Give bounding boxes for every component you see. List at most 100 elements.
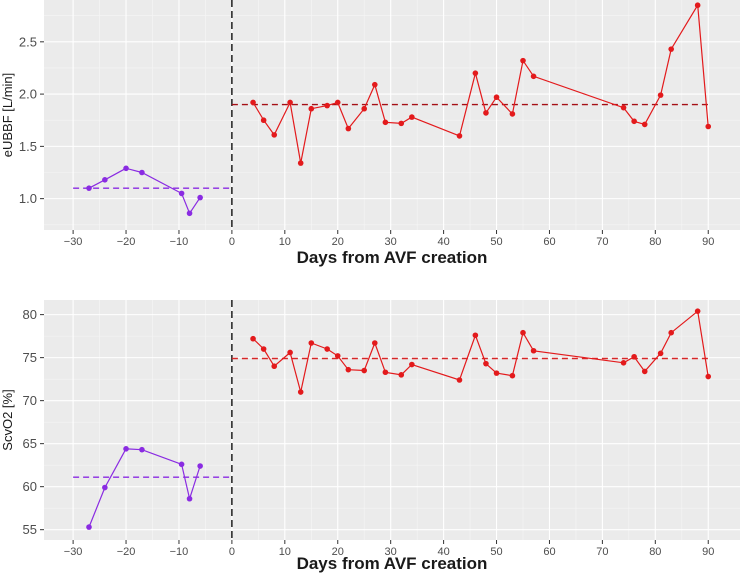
scvo2-post-AVF-point — [398, 372, 405, 378]
scvo2-post-AVF-point — [287, 349, 293, 356]
eubbf-post-AVF-point — [398, 120, 405, 127]
eubbf-gridlines — [44, 0, 740, 230]
scvo2-panel: −30 −20 −10 0 10 20 30 40 50 60 70 80 90 55 60 65 70 75 80… — [0, 300, 740, 573]
eubbf-panel: −30 −20 −10 0 10 20 30 40 50 60 70 80 90 1.0 1.5 2.0 2.5… — [0, 0, 740, 267]
eubbf-post-AVF-point — [297, 160, 304, 166]
scvo2-post-AVF-point — [493, 370, 500, 376]
eubbf-post-AVF-point — [371, 81, 378, 88]
scvo2-pre-AVF-point — [123, 446, 129, 452]
scvo2-post-AVF-series-line — [252, 310, 709, 393]
eubbf-x-tick-label: 10 — [279, 236, 291, 248]
scvo2-x-tick-label: −30 — [64, 546, 83, 558]
eubbf-post-AVF-point — [493, 94, 500, 101]
scvo2-post-AVF-point — [308, 340, 315, 346]
scvo2-x-tick-label: 40 — [437, 546, 449, 558]
scvo2-post-AVF-point — [472, 332, 479, 339]
eubbf-x-tick-label: 30 — [385, 236, 397, 248]
eubbf-x-tick-label: 40 — [437, 236, 449, 248]
eubbf-pre-AVF-point — [178, 190, 185, 197]
eubbf-post-AVF-series-line — [252, 3, 709, 164]
eubbf-post-AVF-point — [705, 123, 712, 130]
scvo2-post-AVF-point — [694, 308, 701, 314]
scvo2-y-tick-label: 65 — [23, 436, 37, 451]
scvo2-post-AVF-point — [324, 346, 330, 352]
scvo2-x-tick-label: 90 — [702, 546, 714, 558]
eubbf-y-tick-label: 1.5 — [19, 139, 37, 154]
scvo2-x-tick-label: 30 — [385, 546, 397, 558]
scvo2-x-tick-label: 80 — [649, 546, 661, 558]
eubbf-post-AVF-point — [334, 99, 341, 106]
eubbf-x-tick-label: 0 — [229, 236, 235, 248]
scvo2-pre-AVF-point — [186, 495, 193, 502]
eubbf-post-AVF-point — [361, 105, 368, 112]
scvo2-post-AVF-point — [382, 369, 389, 376]
eubbf-post-AVF-point — [324, 102, 330, 109]
eubbf-x-tick-label: −20 — [117, 236, 136, 248]
eubbf-post-AVF-point — [456, 133, 463, 139]
eubbf-x-tick-label: 80 — [649, 236, 661, 248]
scvo2-post-AVF-point — [345, 366, 352, 373]
scvo2-x-tick-label: −10 — [170, 546, 189, 558]
eubbf-y-axis-label: eUBBF [L/min] — [0, 73, 15, 158]
eubbf-post-AVF-point — [250, 99, 256, 106]
eubbf-marks — [73, 0, 712, 230]
eubbf-x-tick-label: 70 — [596, 236, 608, 248]
scvo2-post-AVF-point — [641, 368, 648, 375]
eubbf-post-AVF-point — [483, 110, 489, 116]
scvo2-x-axis-label: Days from AVF creation — [297, 554, 488, 573]
scvo2-post-AVF-point — [371, 340, 378, 346]
scvo2-post-AVF-point — [631, 353, 637, 360]
eubbf-y-tick-label: 2.0 — [19, 87, 37, 102]
scvo2-pre-AVF-point — [102, 484, 108, 491]
eubbf-x-tick-label: 60 — [543, 236, 555, 248]
scvo2-x-tick-label: 70 — [596, 546, 608, 558]
scvo2-post-AVF-point — [250, 335, 256, 342]
scvo2-x-tick-label: 0 — [229, 546, 235, 558]
scvo2-post-AVF-point — [668, 329, 674, 336]
eubbf-post-AVF-point — [668, 46, 674, 52]
scvo2-post-AVF-point — [271, 363, 278, 370]
scvo2-y-tick-label: 70 — [23, 393, 37, 408]
eubbf-y-tick-label: 1.0 — [19, 191, 37, 206]
scvo2-post-AVF-point — [483, 360, 489, 367]
scvo2-y-tick-label: 75 — [23, 350, 37, 365]
scvo2-y-axis-label: ScvO2 [%] — [0, 389, 15, 450]
eubbf-plot-background — [44, 0, 740, 230]
eubbf-pre-AVF-point — [102, 177, 108, 183]
scvo2-x-tick-label: −20 — [117, 546, 136, 558]
eubbf-post-AVF-point — [694, 2, 701, 9]
eubbf-post-AVF-point — [520, 57, 526, 64]
eubbf-x-tick-label: 50 — [490, 236, 502, 248]
eubbf-post-AVF-point — [271, 132, 278, 138]
eubbf-post-AVF-point — [409, 114, 415, 120]
eubbf-x-tick-label: −30 — [64, 236, 83, 248]
eubbf-pre-AVF-point — [123, 165, 129, 172]
scvo2-y-tick-label: 55 — [23, 522, 37, 537]
eubbf-post-AVF-point — [631, 118, 637, 125]
scvo2-y-tick-label: 60 — [23, 479, 37, 494]
eubbf-post-AVF-point — [472, 70, 479, 76]
scvo2-post-AVF-point — [509, 372, 516, 379]
scvo2-post-AVF-point — [297, 389, 304, 395]
scvo2-post-AVF-point — [409, 361, 415, 368]
scvo2-x-tick-label: 60 — [543, 546, 555, 558]
scvo2-x-tick-label: 10 — [279, 546, 291, 558]
scvo2-post-AVF-point — [456, 377, 463, 383]
scvo2-post-AVF-point — [530, 347, 537, 354]
scvo2-post-AVF-point — [361, 367, 368, 374]
eubbf-post-AVF-point — [308, 105, 315, 112]
eubbf-x-axis-label: Days from AVF creation — [297, 248, 488, 267]
scvo2-pre-AVF-point — [139, 446, 145, 453]
eubbf-post-AVF-point — [260, 117, 267, 124]
scvo2-pre-AVF-point — [178, 461, 185, 468]
scvo2-x-tick-label: 20 — [332, 546, 344, 558]
eubbf-post-AVF-point — [382, 119, 389, 126]
eubbf-post-AVF-point — [345, 125, 352, 132]
scvo2-post-AVF-point — [657, 350, 664, 357]
eubbf-post-AVF-point — [641, 121, 648, 128]
scvo2-post-AVF-point — [520, 329, 526, 336]
scvo2-pre-AVF-point — [197, 463, 203, 469]
scvo2-marks — [73, 300, 712, 540]
eubbf-pre-AVF-point — [197, 194, 203, 201]
